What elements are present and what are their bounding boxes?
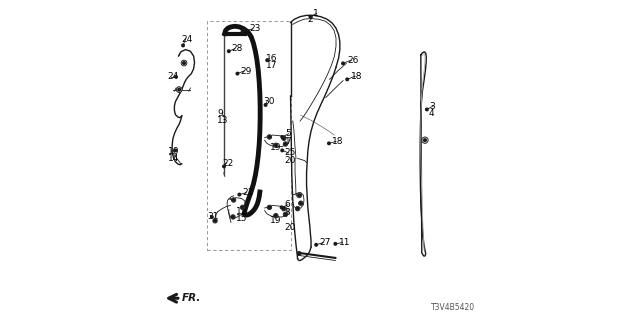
Circle shape (211, 216, 213, 218)
Circle shape (174, 149, 177, 152)
Circle shape (268, 136, 271, 138)
Circle shape (315, 244, 317, 246)
Text: 30: 30 (263, 97, 275, 106)
Circle shape (274, 143, 278, 148)
Text: 7: 7 (285, 137, 291, 146)
Circle shape (300, 202, 302, 204)
Text: 16: 16 (266, 54, 277, 63)
Circle shape (266, 59, 269, 61)
Text: 22: 22 (223, 159, 234, 168)
Circle shape (275, 214, 277, 217)
Circle shape (228, 50, 230, 52)
Circle shape (283, 207, 285, 210)
Text: 15: 15 (236, 214, 248, 223)
Circle shape (212, 219, 218, 223)
Circle shape (346, 78, 348, 81)
Circle shape (240, 205, 245, 210)
Circle shape (238, 193, 241, 196)
Circle shape (175, 76, 177, 78)
Text: 31: 31 (207, 212, 219, 221)
Circle shape (275, 144, 277, 147)
Circle shape (241, 30, 244, 33)
Circle shape (334, 243, 337, 245)
Circle shape (214, 220, 216, 222)
Circle shape (268, 206, 271, 209)
Circle shape (232, 216, 234, 218)
Text: 19: 19 (270, 143, 282, 152)
Circle shape (298, 194, 301, 196)
Text: 2: 2 (308, 15, 314, 24)
Circle shape (280, 206, 283, 209)
Circle shape (297, 193, 302, 198)
Circle shape (426, 108, 428, 111)
Circle shape (296, 206, 300, 211)
Circle shape (328, 142, 330, 145)
Circle shape (296, 207, 299, 210)
Circle shape (232, 199, 235, 201)
Circle shape (298, 252, 301, 255)
Text: T3V4B5420: T3V4B5420 (431, 303, 475, 312)
Text: FR.: FR. (182, 293, 201, 303)
Text: 5: 5 (285, 129, 291, 138)
Text: 9: 9 (217, 109, 223, 118)
Circle shape (223, 165, 225, 168)
Circle shape (422, 137, 428, 143)
Text: 29: 29 (240, 67, 252, 76)
Text: 21: 21 (243, 188, 254, 197)
Circle shape (283, 137, 285, 140)
Text: 28: 28 (231, 44, 243, 53)
Circle shape (264, 104, 267, 106)
Circle shape (282, 136, 286, 140)
Circle shape (281, 136, 284, 138)
Text: 6: 6 (284, 200, 290, 209)
Text: 3: 3 (429, 102, 435, 111)
Circle shape (268, 205, 272, 210)
Text: 8: 8 (284, 208, 290, 217)
Circle shape (424, 139, 426, 141)
Text: 12: 12 (236, 207, 248, 216)
Circle shape (178, 88, 180, 91)
Text: 4: 4 (429, 109, 435, 118)
Circle shape (283, 212, 288, 217)
Circle shape (182, 44, 184, 47)
Circle shape (236, 72, 239, 75)
Text: 20: 20 (284, 223, 296, 232)
Circle shape (177, 87, 182, 92)
Circle shape (183, 62, 186, 64)
Circle shape (274, 213, 278, 218)
Circle shape (284, 213, 287, 216)
Circle shape (282, 206, 286, 211)
Text: 11: 11 (339, 238, 350, 247)
Text: 18: 18 (332, 137, 344, 146)
Text: 24: 24 (167, 72, 179, 81)
Circle shape (284, 143, 287, 145)
Text: 27: 27 (319, 238, 331, 247)
Circle shape (281, 149, 284, 152)
Text: 26: 26 (347, 56, 358, 65)
Circle shape (268, 135, 272, 139)
Text: 10: 10 (168, 147, 179, 156)
Text: 1: 1 (313, 9, 319, 18)
Circle shape (231, 215, 236, 219)
Circle shape (298, 201, 303, 205)
Text: 18: 18 (351, 72, 363, 81)
Circle shape (342, 62, 344, 65)
Text: 14: 14 (168, 154, 179, 163)
Circle shape (283, 142, 288, 146)
Text: 19: 19 (270, 216, 282, 225)
Text: 13: 13 (217, 116, 228, 125)
Text: 25: 25 (285, 148, 296, 157)
Text: 17: 17 (266, 61, 277, 70)
Circle shape (297, 252, 301, 255)
Circle shape (232, 198, 236, 202)
Circle shape (181, 60, 187, 66)
Circle shape (241, 206, 244, 209)
Text: 23: 23 (249, 24, 260, 33)
Text: 24: 24 (182, 35, 193, 44)
Text: 20: 20 (285, 156, 296, 165)
Circle shape (309, 15, 312, 18)
